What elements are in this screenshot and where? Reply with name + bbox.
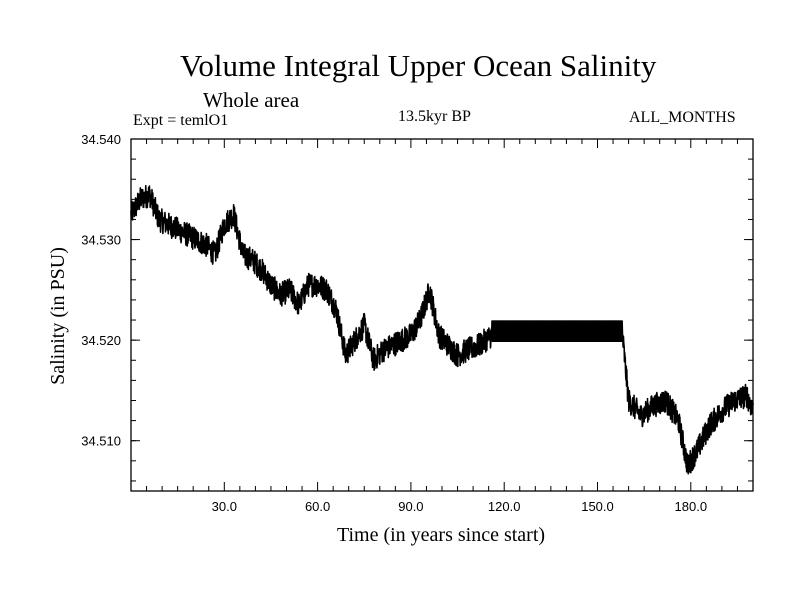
- period-label: 13.5kyr BP: [398, 108, 471, 125]
- x-tick-label: 90.0: [398, 499, 423, 514]
- y-tick-label: 34.540: [81, 132, 121, 147]
- y-tick-label: 34.520: [81, 333, 121, 348]
- x-axis-label: Time (in years since start): [337, 524, 545, 546]
- chart-title: Volume Integral Upper Ocean Salinity: [180, 48, 657, 83]
- x-tick-label: 150.0: [581, 499, 614, 514]
- data-layer: [130, 184, 754, 475]
- chart-subtitle: Whole area: [203, 88, 300, 112]
- x-tick-label: 120.0: [488, 499, 521, 514]
- x-tick-label: 60.0: [305, 499, 330, 514]
- y-axis-label: Salinity (in PSU): [47, 247, 69, 385]
- experiment-label: Expt = temlO1: [133, 112, 229, 129]
- axes: 30.0 60.0 90.0 120.0 150.0 180.0 34.510 34.520 3…: [81, 132, 753, 514]
- salinity-series-line: [130, 184, 754, 475]
- x-tick-label: 30.0: [212, 499, 237, 514]
- months-label: ALL_MONTHS: [629, 109, 736, 126]
- x-tick-label: 180.0: [675, 499, 708, 514]
- y-tick-label: 34.530: [81, 233, 121, 248]
- plot-frame: [130, 138, 754, 492]
- y-tick-label: 34.510: [81, 434, 121, 449]
